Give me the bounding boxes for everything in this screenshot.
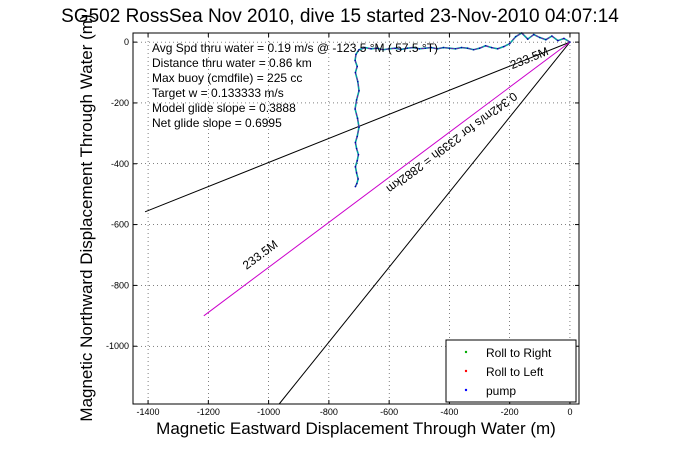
track-point — [472, 48, 475, 51]
annotation-line: Net glide slope = 0.6995 — [152, 116, 282, 130]
x-tick-label: -600 — [380, 407, 398, 417]
track-point — [376, 47, 378, 49]
y-axis-ticks: 0 -200 -400 -600 -800 -1000 — [106, 37, 579, 351]
track-point — [490, 46, 493, 49]
glide-line-b — [278, 41, 571, 405]
track-point — [418, 48, 421, 50]
track-point — [354, 108, 356, 110]
track-point — [354, 59, 356, 62]
track-point — [382, 48, 384, 51]
legend-label: Roll to Right — [486, 346, 552, 360]
track-point — [355, 53, 357, 56]
annotation-line: Target w = 0.133333 m/s — [152, 86, 284, 100]
x-tick-label: 0 — [567, 407, 572, 417]
track-point — [370, 48, 372, 50]
x-tick-label: -1000 — [257, 407, 280, 417]
track-point — [478, 47, 481, 49]
track-point — [412, 46, 415, 49]
track-point — [356, 182, 358, 185]
track-point — [356, 117, 359, 119]
x-tick-label: -800 — [320, 407, 338, 417]
track-point — [400, 48, 403, 51]
track-point — [533, 33, 535, 36]
track-point — [424, 47, 427, 49]
track-point — [358, 48, 360, 51]
track-point — [460, 46, 463, 49]
legend-box — [445, 339, 577, 403]
legend-label: Roll to Left — [486, 365, 544, 379]
annotation-line: Distance thru water = 0.86 km — [152, 56, 312, 70]
glide-lines — [144, 41, 571, 405]
y-axis-label: Magnetic Northward Displacement Through … — [77, 14, 96, 421]
track-point — [357, 153, 360, 156]
legend-marker — [464, 369, 468, 373]
track-point — [454, 48, 457, 50]
x-tick-label: -400 — [440, 407, 458, 417]
track-point — [496, 48, 499, 50]
track-point — [356, 159, 359, 162]
track-point — [539, 36, 541, 39]
x-axis-label: Magnetic Eastward Displacement Through W… — [156, 419, 556, 438]
track-point — [394, 47, 396, 49]
track-point — [354, 71, 357, 74]
track-point — [557, 39, 559, 42]
glide-line-a — [144, 41, 571, 213]
chart-title: SG502 RossSea Nov 2010, dive 15 started … — [61, 6, 619, 27]
legend-marker — [464, 350, 468, 354]
track-point — [357, 80, 359, 83]
legend: Roll to Right Roll to Left pump — [445, 339, 577, 403]
x-tick-label: -200 — [501, 407, 519, 417]
dive-track — [354, 31, 571, 188]
track-point — [355, 99, 358, 101]
track-point — [448, 47, 451, 49]
track-point — [569, 41, 571, 43]
x-tick-label: -1200 — [197, 407, 220, 417]
y-tick-label: -600 — [111, 220, 129, 230]
plot-border — [132, 32, 580, 405]
track-point — [357, 178, 359, 180]
track-point — [356, 135, 359, 138]
track-point — [514, 35, 517, 38]
x-tick-label: -1400 — [137, 407, 160, 417]
legend-label: pump — [486, 384, 516, 398]
track-point — [358, 89, 360, 92]
track-overlay — [354, 32, 571, 187]
track-point — [484, 44, 487, 47]
track-point — [388, 48, 390, 50]
track-point — [354, 166, 357, 168]
y-tick-label: -800 — [111, 280, 129, 290]
track-point — [355, 172, 358, 174]
y-tick-label: -400 — [111, 159, 129, 169]
annotation-line: Avg Spd thru water = 0.19 m/s @ -123.5 °… — [152, 41, 438, 55]
track-point — [551, 35, 553, 37]
track-point — [466, 47, 469, 49]
track-point — [354, 185, 357, 188]
y-tick-label: -200 — [111, 98, 129, 108]
annotation-line: Max buoy (cmdfile) = 225 cc — [152, 71, 302, 85]
track-point — [563, 37, 565, 40]
course-line — [203, 41, 571, 317]
track-point — [406, 47, 409, 49]
track-point — [436, 48, 439, 50]
track-point — [355, 147, 358, 150]
track-point — [364, 46, 366, 49]
annotation-line: Model glide slope = 0.3888 — [152, 101, 296, 115]
y-tick-label: -1000 — [106, 341, 129, 351]
track-point — [430, 46, 433, 49]
track-point — [508, 42, 511, 45]
track-point — [356, 65, 359, 68]
track-point — [526, 38, 529, 40]
track-point — [442, 46, 445, 49]
y-tick-label: 0 — [124, 37, 129, 47]
track-point — [358, 126, 360, 129]
track-point — [545, 38, 547, 41]
annotation-block: Avg Spd thru water = 0.19 m/s @ -123.5 °… — [152, 41, 438, 130]
legend-marker — [464, 388, 468, 392]
track-point — [502, 45, 505, 48]
track-point — [354, 141, 357, 144]
